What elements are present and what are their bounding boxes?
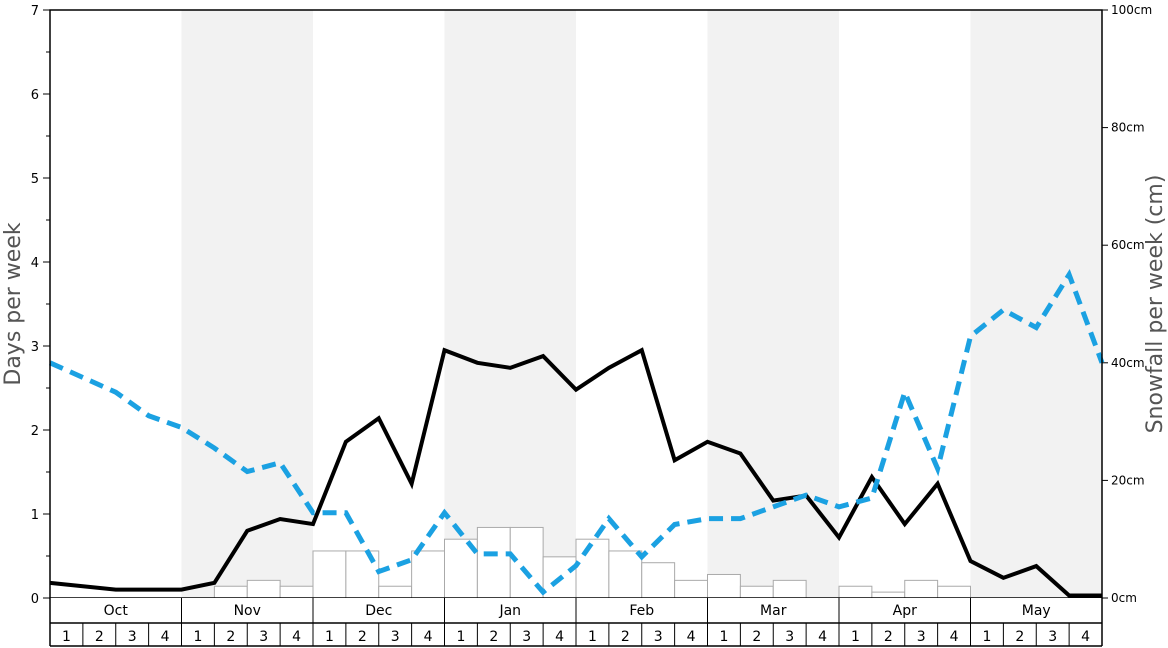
week-label: 4 <box>555 629 564 645</box>
left-axis: 0 1 2 3 4 5 6 7 <box>31 4 51 607</box>
week-label: 1 <box>588 629 597 645</box>
right-tick-label: 80cm <box>1111 121 1145 135</box>
week-label: 1 <box>851 629 860 645</box>
snowfall-bar <box>411 550 445 599</box>
month-label-feb: Feb <box>629 603 654 619</box>
x-axis-table: Oct 1 2 3 4 Nov 1 2 3 4 Dec 1 2 3 4 Jan 1 2 3 4 Feb 1 2 3 4 Mar 1 2… <box>49 598 1103 647</box>
week-label: 2 <box>489 629 498 645</box>
right-tick-label: 20cm <box>1111 473 1145 487</box>
right-tick-label: 0cm <box>1111 591 1137 605</box>
left-tick-label: 5 <box>31 172 39 187</box>
week-label: 2 <box>752 629 761 645</box>
week-label: 3 <box>128 629 137 645</box>
month-label-apr: Apr <box>893 603 917 619</box>
snowfall-bar <box>904 579 939 599</box>
snowfall-bar <box>575 538 610 599</box>
month-shading <box>181 10 1102 598</box>
left-tick-label: 4 <box>31 256 39 271</box>
week-label: 3 <box>391 629 400 645</box>
left-tick-label: 3 <box>31 340 39 355</box>
snowfall-bar <box>279 585 314 599</box>
week-label: 4 <box>292 629 301 645</box>
snowfall-bar <box>871 591 906 599</box>
week-label: 1 <box>982 629 991 645</box>
snowfall-bar <box>378 585 413 599</box>
week-label: 3 <box>522 629 531 645</box>
week-label: 4 <box>687 629 696 645</box>
week-label: 3 <box>785 629 794 645</box>
week-label: 1 <box>325 629 334 645</box>
week-label: 4 <box>818 629 827 645</box>
month-shade-may <box>970 10 1102 598</box>
right-axis-title: Snowfall per week (cm) <box>1143 175 1168 434</box>
snowfall-bar <box>772 579 807 599</box>
month-label-may: May <box>1022 603 1051 619</box>
week-label: 2 <box>226 629 235 645</box>
week-label: 2 <box>884 629 893 645</box>
snowfall-bar <box>937 585 971 599</box>
right-tick-label: 100cm <box>1111 3 1152 17</box>
snowfall-bar <box>838 585 873 599</box>
week-label: 2 <box>95 629 104 645</box>
week-label: 1 <box>456 629 465 645</box>
week-label: 2 <box>1015 629 1024 645</box>
month-label-nov: Nov <box>234 603 261 619</box>
week-label: 3 <box>654 629 663 645</box>
dashed-line-series <box>48 268 1105 596</box>
week-label: 2 <box>621 629 630 645</box>
snowfall-bar <box>739 585 774 599</box>
left-axis-title: Days per week <box>1 222 26 385</box>
month-label-dec: Dec <box>365 603 392 619</box>
snowfall-bar <box>674 579 708 599</box>
right-axis: 0cm 20cm 40cm 60cm 80cm 100cm <box>1102 3 1152 605</box>
month-shade-jan <box>444 10 576 598</box>
week-label: 3 <box>1048 629 1057 645</box>
solid-line-series <box>49 347 1102 598</box>
week-label: 1 <box>719 629 728 645</box>
snowfall-bars <box>213 526 971 599</box>
week-label: 3 <box>259 629 268 645</box>
week-label: 4 <box>950 629 959 645</box>
month-label-mar: Mar <box>760 603 787 619</box>
month-label-jan: Jan <box>498 603 521 619</box>
right-tick-label: 60cm <box>1111 238 1145 252</box>
week-label: 1 <box>193 629 202 645</box>
left-tick-label: 1 <box>31 508 39 523</box>
line-series <box>48 268 1105 598</box>
week-label: 4 <box>161 629 170 645</box>
snowfall-bar <box>246 579 281 599</box>
left-tick-label: 2 <box>31 424 39 439</box>
week-label: 2 <box>358 629 367 645</box>
snowfall-bar <box>641 562 676 599</box>
left-tick-label: 6 <box>31 88 39 103</box>
week-label: 3 <box>917 629 926 645</box>
week-label: 1 <box>62 629 71 645</box>
left-tick-label: 7 <box>31 4 39 19</box>
snowfall-bar <box>312 550 347 599</box>
snowfall-bar <box>213 585 248 599</box>
snowfall-bar <box>608 550 643 599</box>
snowfall-bar <box>707 573 741 599</box>
left-tick-label: 0 <box>31 592 39 607</box>
month-shade-nov <box>181 10 313 598</box>
right-tick-label: 40cm <box>1111 356 1145 370</box>
week-label: 4 <box>424 629 433 645</box>
snowfall-bar <box>476 526 511 599</box>
month-label-oct: Oct <box>104 603 129 619</box>
week-label: 4 <box>1081 629 1090 645</box>
